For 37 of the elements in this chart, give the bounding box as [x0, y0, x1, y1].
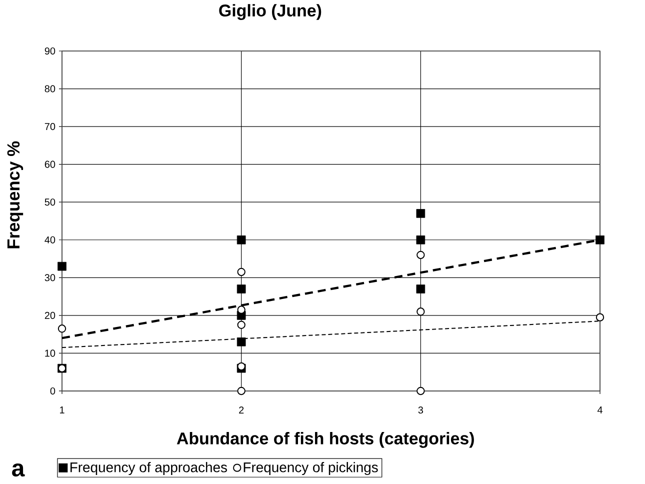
- point: [416, 250, 425, 260]
- chart-title: Giglio (June): [219, 4, 322, 20]
- point: [596, 235, 604, 244]
- point: [237, 386, 246, 396]
- x-tick-label: 1: [60, 406, 64, 414]
- y-tick-label: 40: [44, 236, 56, 244]
- point: [416, 284, 426, 294]
- x-axis-title: Abundance of fish hosts (categories): [176, 432, 474, 448]
- y-tick-label: 0: [50, 387, 56, 395]
- point: [237, 268, 246, 276]
- y-tick-label: 90: [44, 47, 56, 55]
- y-tick-label: 50: [44, 198, 56, 206]
- point: [237, 306, 246, 314]
- x-tick-label: 4: [597, 406, 602, 414]
- point: [58, 262, 66, 271]
- y-tick-label: 10: [45, 350, 56, 357]
- point: [236, 235, 246, 244]
- point: [416, 235, 426, 244]
- point: [416, 308, 425, 316]
- y-tick-label: 30: [44, 274, 56, 282]
- legend-label: Frequency of pickings: [244, 462, 378, 476]
- point: [596, 313, 604, 322]
- y-axis-title: Frequency %: [7, 141, 24, 248]
- point: [236, 337, 246, 346]
- point: [416, 386, 425, 396]
- point: [236, 284, 246, 294]
- y-tick-label: 70: [44, 123, 56, 130]
- y-tick-label: 60: [44, 160, 56, 168]
- legend-label: Frequency of approaches: [70, 462, 227, 476]
- x-tick-label: 2: [239, 406, 244, 414]
- x-tick-label: 3: [418, 406, 424, 414]
- text: a: [12, 463, 25, 477]
- point: [416, 209, 426, 218]
- point: [58, 324, 66, 333]
- point: [237, 320, 246, 329]
- y-tick-label: 80: [44, 85, 56, 92]
- y-tick-label: 20: [44, 312, 56, 319]
